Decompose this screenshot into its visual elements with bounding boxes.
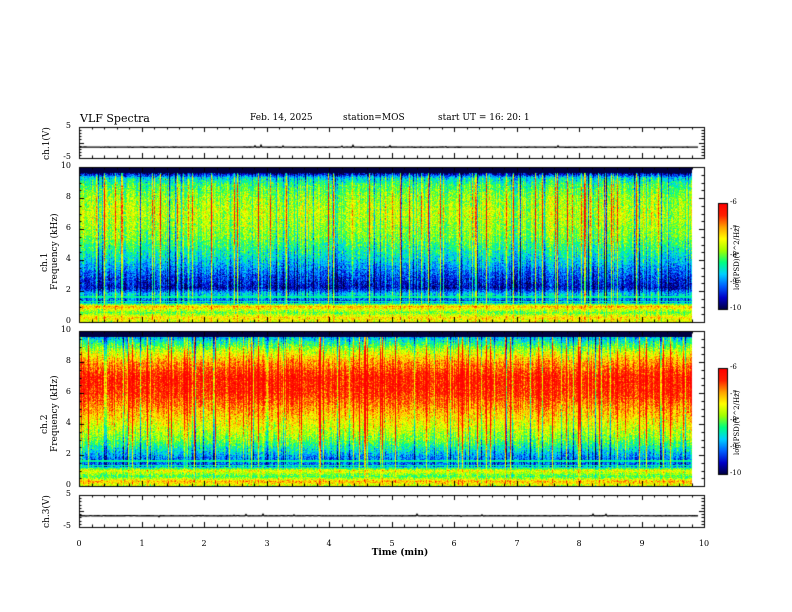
- y-tick-label: 2: [65, 449, 71, 458]
- colorbar-tick-label: -8: [730, 416, 737, 424]
- x-tick-label: 4: [326, 539, 332, 548]
- colorbar-tick-label: -9: [730, 278, 737, 286]
- colorbar-tick-label: -9: [730, 443, 737, 451]
- y-tick-label: 10: [60, 325, 71, 334]
- colorbar-tick-label: -7: [730, 225, 737, 233]
- ch1-channel-ylabel: ch.1: [40, 252, 50, 272]
- x-tick-label: 8: [576, 539, 582, 548]
- ch2-channel-ylabel: ch.2: [40, 414, 50, 434]
- start-time-label: start UT = 16: 20: 1: [438, 113, 530, 123]
- y-tick-label: 4: [65, 254, 71, 263]
- x-tick-label: 0: [76, 539, 82, 548]
- x-tick-label: 6: [451, 539, 457, 548]
- colorbar-tick-label: -10: [730, 304, 742, 312]
- x-tick-label: 5: [389, 539, 395, 548]
- chart-title: VLF Spectra: [80, 112, 150, 125]
- y-tick-label: 2: [65, 285, 71, 294]
- y-tick-label: 6: [65, 387, 71, 396]
- ch3-voltage-ylabel: ch.3(V): [42, 495, 52, 528]
- x-axis-label: Time (min): [371, 548, 429, 558]
- y-tick-label: -5: [63, 152, 71, 161]
- x-tick-label: 10: [698, 539, 710, 548]
- colorbar-tick-label: -10: [730, 469, 742, 477]
- x-tick-label: 3: [264, 539, 270, 548]
- y-tick-label: 8: [65, 192, 71, 201]
- x-tick-label: 1: [139, 539, 145, 548]
- y-tick-label: 5: [65, 489, 71, 498]
- ch2-frequency-ylabel: Frequency (kHz): [50, 375, 60, 452]
- y-tick-label: 0: [65, 480, 71, 489]
- station-label: station=MOS: [343, 113, 405, 123]
- ch1-frequency-ylabel: Frequency (kHz): [50, 213, 60, 290]
- x-tick-label: 9: [639, 539, 645, 548]
- x-tick-label: 2: [201, 539, 207, 548]
- ch1-voltage-ylabel: ch.1(V): [42, 127, 52, 160]
- colorbar-tick-label: -7: [730, 390, 737, 398]
- x-tick-label: 7: [514, 539, 520, 548]
- colorbar-tick-label: -6: [730, 363, 737, 371]
- y-tick-label: 6: [65, 223, 71, 232]
- y-tick-label: 10: [60, 161, 71, 170]
- y-tick-label: 4: [65, 418, 71, 427]
- y-tick-label: 5: [65, 121, 71, 130]
- date-label: Feb. 14, 2025: [250, 113, 313, 123]
- y-tick-label: -5: [63, 521, 71, 530]
- y-tick-label: 0: [65, 316, 71, 325]
- colorbar-tick-label: -6: [730, 198, 737, 206]
- y-tick-label: 8: [65, 356, 71, 365]
- colorbar-tick-label: -8: [730, 251, 737, 259]
